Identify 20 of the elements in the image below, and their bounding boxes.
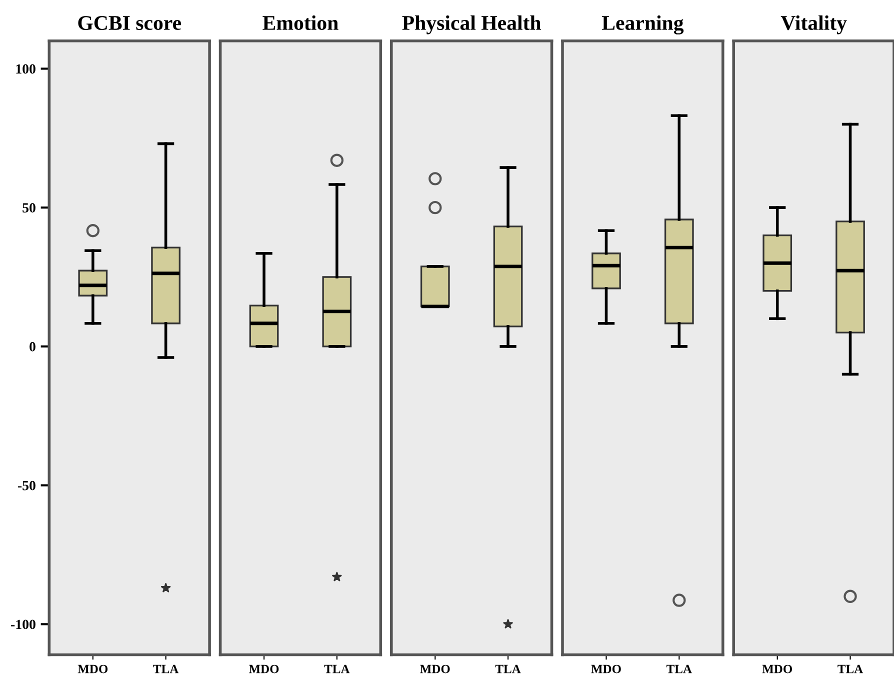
x-tick-label: MDO — [591, 664, 621, 674]
chart-title: Physical Health — [402, 15, 542, 34]
y-tick-label: 0 — [30, 342, 36, 352]
x-tick-label: MDO — [248, 664, 279, 674]
chart-title: Learning — [602, 15, 684, 34]
x-tick-label: TLA — [153, 664, 179, 674]
x-tick-label: TLA — [838, 664, 864, 674]
x-tick-label: MDO — [78, 664, 108, 674]
y-tick-label: 100 — [16, 64, 36, 74]
chart-title: Vitality — [780, 15, 847, 34]
y-tick-label: -50 — [18, 480, 36, 490]
x-tick-label: MDO — [762, 664, 792, 674]
x-tick-label: MDO — [420, 664, 450, 674]
y-tick-label: -100 — [11, 620, 36, 630]
x-tick-label: TLA — [666, 664, 692, 674]
y-tick-label: 50 — [22, 203, 36, 213]
x-tick-label: TLA — [495, 664, 521, 674]
chart-title: GCBI score — [78, 16, 181, 30]
x-tick-label: TLA — [324, 664, 350, 674]
chart-title: Emotion — [262, 15, 338, 30]
